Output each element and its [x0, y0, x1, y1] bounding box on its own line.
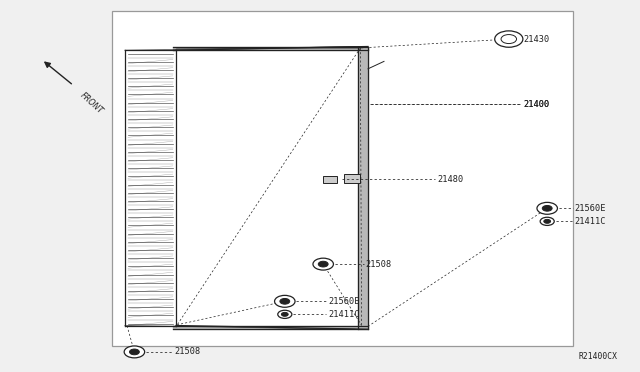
Circle shape [278, 310, 292, 318]
Circle shape [124, 346, 145, 358]
Circle shape [129, 349, 140, 355]
Text: 21400: 21400 [524, 100, 550, 109]
Text: 21411C: 21411C [328, 310, 360, 319]
Bar [323, 176, 337, 183]
Circle shape [537, 202, 557, 214]
Text: 21480: 21480 [437, 175, 463, 184]
Text: R21400CX: R21400CX [579, 352, 618, 361]
Circle shape [275, 295, 295, 307]
Circle shape [501, 35, 516, 44]
Text: 21508: 21508 [175, 347, 201, 356]
Text: 21560E: 21560E [328, 297, 360, 306]
Circle shape [280, 298, 290, 304]
Circle shape [544, 219, 550, 223]
Circle shape [313, 258, 333, 270]
Bar [344, 174, 360, 183]
Circle shape [540, 217, 554, 225]
Text: FRONT: FRONT [78, 91, 104, 116]
Text: 21411C: 21411C [575, 217, 606, 226]
FancyBboxPatch shape [112, 11, 573, 346]
Text: 21560E: 21560E [575, 204, 606, 213]
Circle shape [542, 205, 552, 211]
Circle shape [282, 312, 288, 316]
Circle shape [495, 31, 523, 47]
Text: 21430: 21430 [524, 35, 550, 44]
Text: 21400: 21400 [524, 100, 550, 109]
Circle shape [318, 261, 328, 267]
Text: 21508: 21508 [365, 260, 392, 269]
